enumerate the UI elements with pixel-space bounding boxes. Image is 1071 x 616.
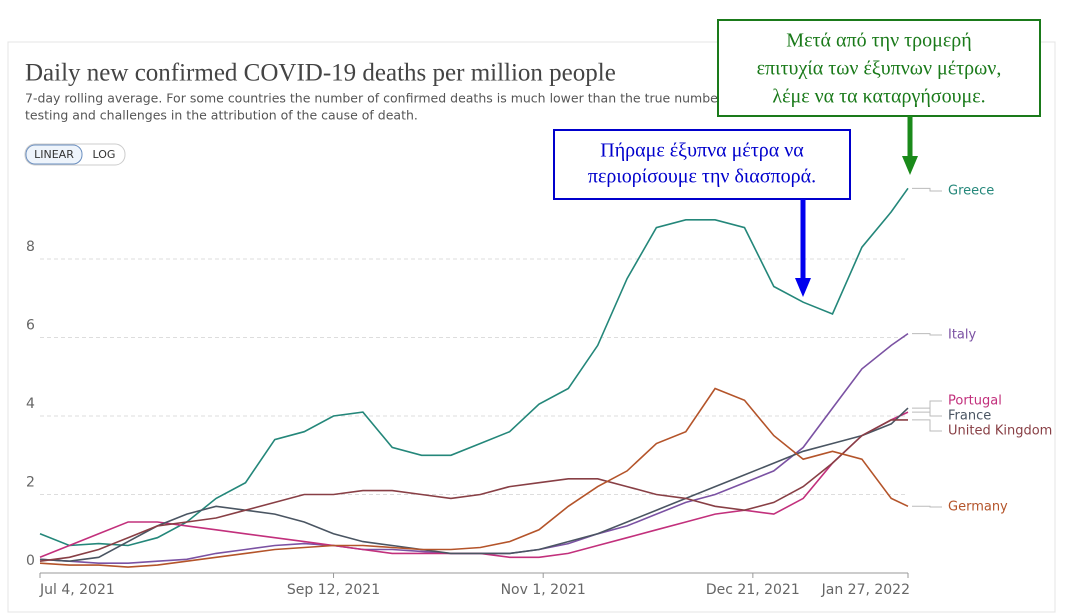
log-button-label[interactable]: LOG [93,148,116,161]
x-tick-label: Dec 21, 2021 [706,582,800,598]
linear-button-label[interactable]: LINEAR [34,148,74,161]
label-leader [912,333,942,336]
annotation-text: Πήραμε έξυπνα μέτρα να [600,140,804,162]
annotation-blue: Πήραμε έξυπνα μέτρα να περιορίσουμε την … [553,129,851,297]
series-label: Portugal [948,394,1002,409]
series-line [39,407,909,563]
frame [7,41,1056,613]
x-tick-label: Nov 1, 2021 [501,582,586,598]
y-tick-label: 4 [26,396,35,412]
y-tick-label: 6 [26,318,35,334]
x-tick-label: Sep 12, 2021 [287,582,380,598]
x-tick-label: Jul 4, 2021 [39,582,115,598]
annotation-text: Μετά από την τρομερή [786,30,971,52]
y-tick-label: 0 [26,553,35,569]
label-leader [912,419,942,432]
series-label: Germany [948,500,1008,515]
annotation-green: Μετά από την τρομερή επιτυχία των έξυπνω… [717,19,1041,175]
annotation-text: περιορίσουμε την διασπορά. [588,166,816,188]
series-label: Greece [948,184,994,199]
series-label: United Kingdom [948,424,1052,439]
annotation-box [717,19,1041,117]
series-line [39,387,909,568]
scale-toggle: LINEAR LOG [24,143,126,166]
series-line [39,419,908,562]
subtitle: testing and challenges in the attributio… [25,108,418,123]
arrow-head [795,278,811,297]
linear-button[interactable] [25,144,83,165]
series-label: Italy [948,328,977,343]
label-leader [912,400,942,413]
arrow-head [902,156,918,175]
label-leader [912,505,942,508]
y-tick-label: 2 [26,475,35,491]
annotation-text: λέμε να τα καταργήσουμε. [772,86,985,108]
chart-title: Daily new confirmed COVID-19 deaths per … [25,60,616,87]
plot: 0 2 4 6 8 Jul 4, 2021 Sep 12, 2021 Nov 1, 2021 D… [26,184,1052,599]
subtitle: 7-day rolling average. For some countrie… [25,91,740,106]
x-tick-label: Jan 27, 2022 [821,582,910,598]
annotation-text: επιτυχία των έξυπνων μέτρων, [757,58,1002,80]
label-leader [912,187,942,192]
annotation-box [553,129,851,200]
series-label: France [948,409,991,424]
y-tick-label: 8 [26,239,35,255]
label-leader [912,407,942,417]
